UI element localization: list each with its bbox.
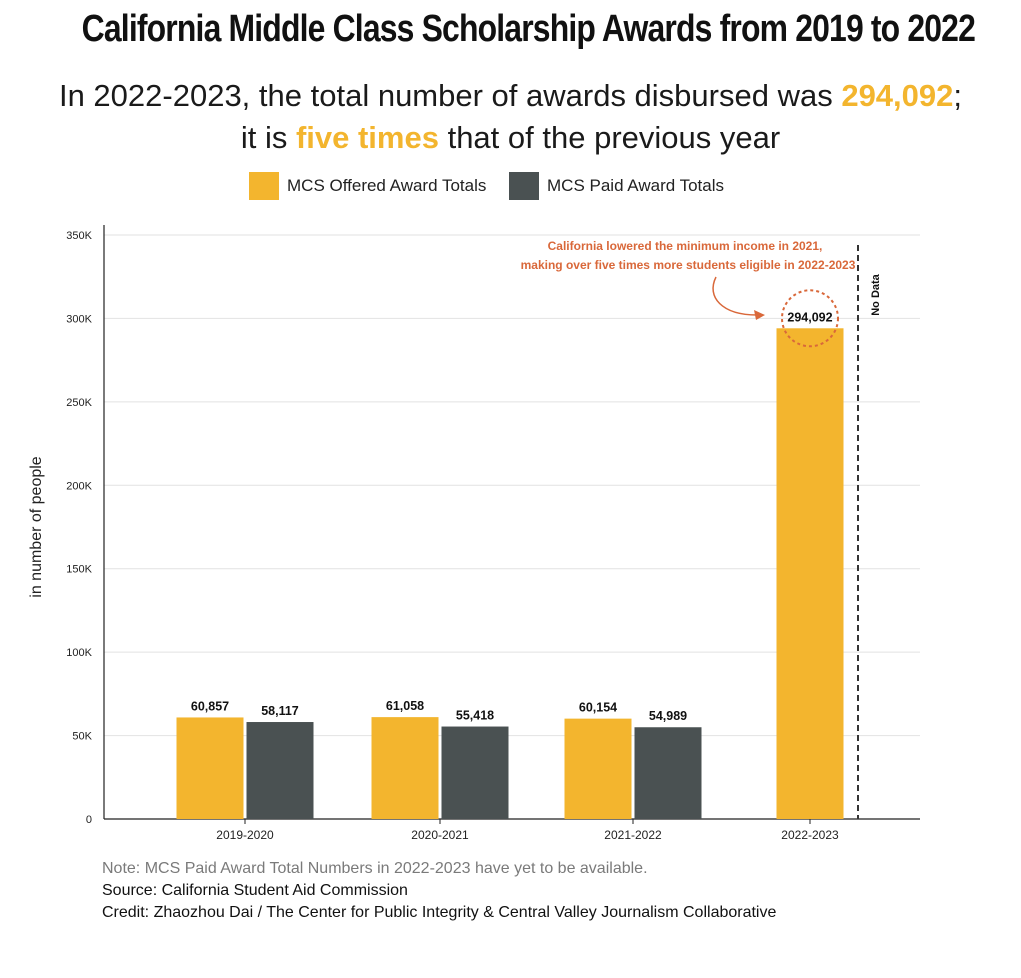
subtitle-highlight-multiple: five times	[295, 120, 439, 155]
y-tick-label: 300K	[66, 313, 92, 325]
y-tick-label: 100K	[66, 647, 92, 659]
x-tick-label: 2020-2021	[411, 828, 469, 842]
bar-value-label: 55,418	[456, 709, 494, 723]
bar-paid	[441, 726, 509, 819]
y-tick-label: 50K	[72, 731, 92, 743]
x-tick-label: 2022-2023	[781, 828, 839, 842]
annotation-line-1: California lowered the minimum income in…	[548, 239, 823, 253]
y-tick-label: 200K	[66, 480, 92, 492]
highlight-circle	[781, 289, 839, 348]
y-tick-label: 0	[86, 814, 92, 826]
chart-title: California Middle Class Scholarship Awar…	[81, 8, 976, 50]
annotation-arrowhead	[754, 310, 765, 320]
bar-paid	[246, 722, 314, 819]
bar-chart: 0 50K 100K 150K 200K 250K 300K 350K in number of…	[28, 225, 920, 842]
chart-subtitle-line-2: it is five times that of the previous ye…	[0, 120, 1021, 156]
bar-offered	[776, 328, 844, 819]
y-axis-title: in number of people	[28, 456, 45, 598]
y-tick-label: 250K	[66, 397, 92, 409]
legend-swatch-offered	[249, 172, 279, 200]
x-tick-label: 2021-2022	[604, 828, 662, 842]
legend-label-offered: MCS Offered Award Totals	[287, 176, 487, 195]
subtitle-text: In 2022-2023, the total number of awards…	[58, 78, 842, 113]
x-tick-label: 2019-2020	[216, 828, 274, 842]
subtitle-text-end: that of the previous year	[438, 120, 781, 155]
legend-label-paid: MCS Paid Award Totals	[547, 176, 725, 195]
annotation-arrow	[712, 276, 758, 316]
subtitle-text: it is	[240, 120, 296, 155]
chart-legend: MCS Offered Award Totals MCS Paid Award …	[0, 172, 1021, 202]
legend-item-offered: MCS Offered Award Totals	[249, 172, 486, 200]
legend-swatch-paid	[509, 172, 539, 200]
y-tick-label: 150K	[66, 564, 92, 576]
footnote-credit: Credit: Zhaozhou Dai / The Center for Pu…	[102, 904, 777, 921]
bar-value-label: 54,989	[649, 709, 687, 723]
subtitle-highlight-total: 294,092	[841, 78, 954, 113]
footnote-source: Source: California Student Aid Commissio…	[102, 882, 408, 899]
bar-offered	[176, 717, 244, 819]
bar-paid	[634, 727, 702, 819]
bar-value-label: 294,092	[787, 310, 832, 324]
bar-offered	[564, 718, 632, 819]
footnote-note: Note: MCS Paid Award Total Numbers in 20…	[102, 860, 648, 877]
legend-item-paid: MCS Paid Award Totals	[509, 172, 724, 200]
chart-subtitle-line-1: In 2022-2023, the total number of awards…	[0, 78, 1021, 114]
no-data-label: No Data	[870, 273, 882, 315]
y-tick-label: 350K	[66, 230, 92, 242]
bar-value-label: 61,058	[386, 699, 424, 713]
annotation-line-2: making over five times more students eli…	[521, 258, 856, 272]
bar-value-label: 60,857	[191, 699, 229, 713]
bar-offered	[371, 717, 439, 819]
bar-value-label: 58,117	[261, 704, 299, 718]
bar-value-label: 60,154	[579, 701, 617, 715]
subtitle-text-end: ;	[953, 78, 963, 113]
